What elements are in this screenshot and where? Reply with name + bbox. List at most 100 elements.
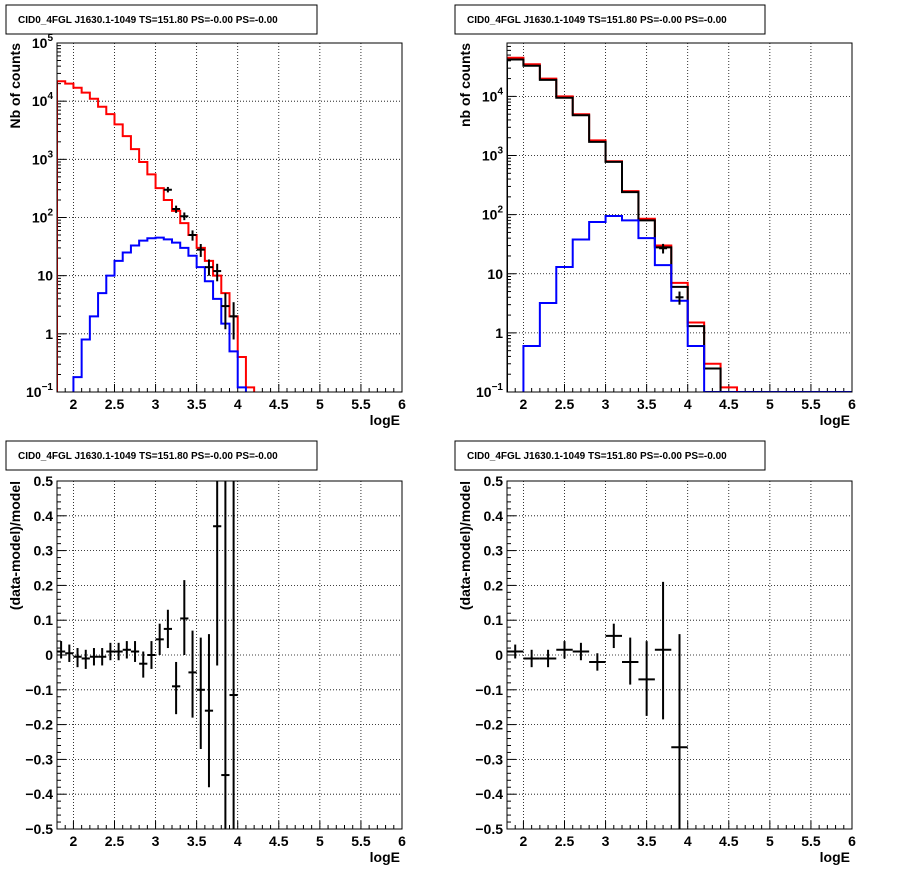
x-tick-label: 6 [398, 833, 406, 849]
data-point [180, 212, 189, 221]
histogram-series-2 [72, 236, 247, 392]
data-point [114, 642, 123, 661]
chart-title: CID0_4FGL J1630.1-1049 TS=151.80 PS=-0.0… [18, 15, 278, 26]
y-tick-label: 0.5 [484, 473, 504, 489]
x-tick-label: 4.5 [269, 396, 289, 412]
plot-area [507, 581, 688, 829]
chart-title-box [5, 4, 318, 35]
x-tick-label: 3.5 [637, 396, 657, 412]
data-point [572, 642, 590, 661]
x-tick-label: 3 [152, 833, 160, 849]
data-point [204, 634, 214, 788]
x-axis-label: logE [370, 849, 400, 865]
data-point [147, 641, 156, 669]
chart-title-box [454, 440, 766, 471]
data-point [81, 649, 90, 669]
x-tick-label: 2 [70, 833, 78, 849]
data-point [196, 244, 205, 257]
x-axis-label: logE [370, 412, 400, 428]
data-point [204, 259, 213, 276]
data-point [589, 653, 606, 671]
y-tick-label: 104 [482, 86, 504, 104]
x-tick-label: 5 [316, 833, 324, 849]
x-tick-label: 2.5 [555, 833, 575, 849]
y-tick-label: −0.1 [25, 682, 53, 698]
y-tick-label: 104 [32, 91, 54, 109]
x-tick-label: 5 [766, 833, 774, 849]
x-tick-label: 3 [152, 396, 160, 412]
chart-panel-1: CID0_4FGL J1630.1-1049 TS=151.80 PS=-0.0… [5, 4, 406, 428]
data-point [163, 609, 172, 649]
data-point [638, 641, 655, 716]
grid-lines [57, 481, 402, 829]
y-tick-label: 0.1 [484, 612, 504, 628]
x-tick-label: 3 [602, 833, 610, 849]
y-tick-label: 0.3 [484, 543, 504, 559]
x-tick-label: 4 [684, 833, 692, 849]
x-tick-label: 5.5 [801, 833, 821, 849]
x-tick-label: 5 [766, 396, 774, 412]
x-tick-label: 2.5 [105, 833, 125, 849]
chart-title-box [454, 4, 766, 35]
y-tick-label: 102 [482, 205, 504, 223]
y-tick-label: 10−1 [476, 382, 503, 400]
data-point [556, 641, 573, 659]
x-tick-label: 4 [234, 396, 242, 412]
x-tick-label: 4 [234, 833, 242, 849]
data-point [507, 644, 524, 659]
x-tick-label: 4.5 [719, 396, 739, 412]
data-point [675, 291, 684, 305]
data-point [139, 651, 148, 678]
data-point [172, 661, 181, 715]
data-point [65, 644, 74, 662]
data-point [180, 580, 189, 655]
y-axis-label: nb of counts [457, 43, 473, 127]
y-tick-label: −0.3 [25, 751, 53, 767]
x-tick-label: 3.5 [637, 833, 657, 849]
plot-area [507, 56, 852, 392]
plot-frame [56, 480, 403, 830]
y-axis-label: (data-model)/model [457, 481, 473, 610]
data-point [605, 623, 622, 649]
chart-title-box [5, 440, 318, 471]
y-tick-label: 10−1 [26, 382, 53, 400]
plot-frame [506, 480, 853, 830]
grid-lines [507, 43, 852, 392]
data-point [659, 243, 668, 254]
y-tick-label: 0.2 [34, 577, 54, 593]
x-tick-label: 2 [520, 396, 528, 412]
histogram-series-3 [522, 214, 852, 392]
x-tick-label: 2.5 [555, 396, 575, 412]
y-tick-label: 1 [495, 325, 503, 341]
grid-lines [57, 43, 402, 392]
x-tick-label: 3.5 [187, 833, 207, 849]
plot-frame [56, 42, 403, 393]
y-tick-label: −0.1 [475, 682, 503, 698]
y-tick-label: −0.4 [475, 786, 503, 802]
y-axis-label: (data-model)/model [7, 481, 23, 610]
data-point [106, 642, 115, 661]
data-point [221, 293, 230, 330]
plot-area [57, 80, 256, 392]
y-tick-label: 0.1 [34, 612, 54, 628]
chart-panel-4: CID0_4FGL J1630.1-1049 TS=151.80 PS=-0.0… [454, 440, 856, 865]
x-tick-label: 4.5 [269, 833, 289, 849]
chart-title: CID0_4FGL J1630.1-1049 TS=151.80 PS=-0.0… [467, 451, 727, 462]
x-tick-label: 5.5 [801, 396, 821, 412]
y-tick-label: 0.4 [34, 508, 54, 524]
y-tick-label: 10 [487, 266, 503, 282]
x-tick-label: 2 [70, 396, 78, 412]
y-axis-label: Nb of counts [7, 43, 23, 129]
data-point [57, 641, 66, 659]
y-tick-label: 103 [482, 146, 504, 164]
y-tick-label: −0.3 [475, 751, 503, 767]
x-tick-label: 2.5 [105, 396, 125, 412]
data-point [539, 649, 557, 668]
y-tick-label: 1 [45, 326, 53, 342]
data-point [172, 205, 181, 213]
y-tick-label: 105 [32, 33, 54, 51]
x-tick-label: 3 [602, 396, 610, 412]
x-tick-label: 4.5 [719, 833, 739, 849]
chart-title: CID0_4FGL J1630.1-1049 TS=151.80 PS=-0.0… [467, 15, 727, 26]
